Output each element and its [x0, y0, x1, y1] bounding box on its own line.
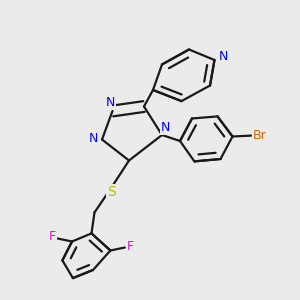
Text: S: S — [106, 185, 116, 199]
Text: F: F — [49, 230, 56, 244]
Text: N: N — [160, 121, 170, 134]
Text: Br: Br — [253, 129, 266, 142]
Text: N: N — [105, 96, 115, 109]
Text: N: N — [219, 50, 228, 64]
Text: F: F — [127, 239, 134, 253]
Text: N: N — [88, 131, 98, 145]
